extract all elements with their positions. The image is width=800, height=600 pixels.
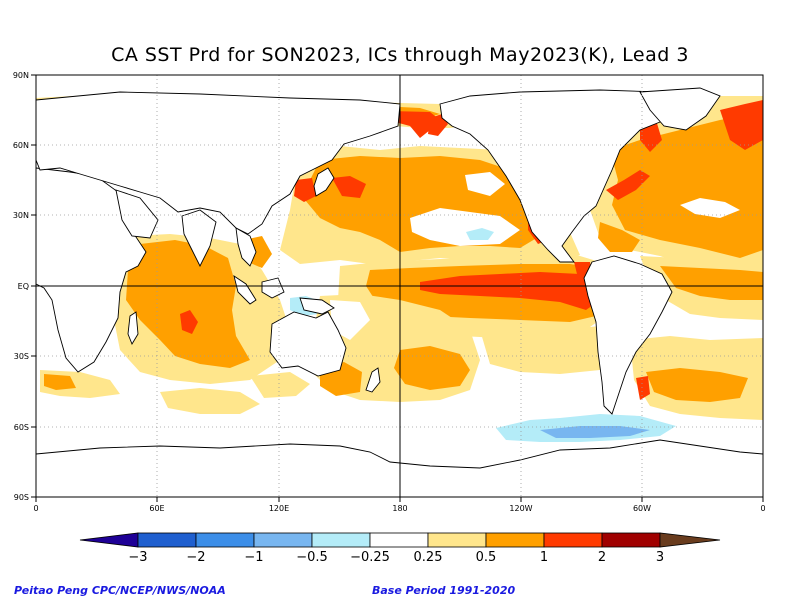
lat-tick-label: 90S <box>14 493 29 502</box>
legend-label: 3 <box>656 550 664 565</box>
indian-ocean-red <box>180 310 198 334</box>
new-guinea-outline <box>299 297 335 315</box>
legend-label: −2 <box>186 550 205 565</box>
map-title: CA SST Prd for SON2023, ICs through May2… <box>111 44 689 66</box>
caribbean-orange <box>598 222 640 252</box>
lon-tick-label: 180 <box>392 504 407 513</box>
credit-author: Peitao Peng CPC/NCEP/NWS/NOAA <box>14 584 226 597</box>
japan-outline <box>313 167 335 197</box>
australia-outline <box>269 311 347 377</box>
north-atlantic-white-patch <box>680 198 740 218</box>
argentine-red-patch <box>636 376 650 400</box>
lon-tick-label: 120E <box>269 504 289 513</box>
legend-label: 0.5 <box>476 550 497 565</box>
legend-label: 0.25 <box>414 550 443 565</box>
nordic-red-patch <box>720 100 763 150</box>
greenland-outline <box>639 87 721 131</box>
sw-pacific-white-patch <box>330 300 370 340</box>
credit-base-period: Base Period 1991-2020 <box>372 584 516 597</box>
sst-anomaly-field <box>36 87 763 497</box>
enso-tongue-red <box>420 272 600 310</box>
india-outline <box>181 209 217 268</box>
lon-tick-label: 0 <box>760 504 765 513</box>
central-pacific-cool-patch <box>466 228 494 240</box>
legend-swatch <box>311 532 371 548</box>
lon-tick-label: 60E <box>149 504 164 513</box>
legend-swatch <box>369 532 429 548</box>
legend-label: −1 <box>244 550 263 565</box>
bering-warm-patch <box>428 114 448 136</box>
borneo-outline <box>261 277 285 299</box>
tropical-atlantic-orange <box>660 266 763 300</box>
southern-ocean-orange-west <box>44 374 76 390</box>
kuroshio-red-patch-2 <box>294 178 316 202</box>
lat-tick-label: 30S <box>14 352 29 361</box>
lon-tick-label: 60W <box>633 504 651 513</box>
south-atlantic-orange <box>646 368 748 402</box>
legend-swatch-above-3 <box>659 532 721 548</box>
gulf-stream-red-patch <box>606 170 650 200</box>
sumatra-outline <box>233 274 257 305</box>
south-pacific-east-yellow <box>480 326 610 374</box>
legend-swatch <box>601 532 661 548</box>
se-asia-outline <box>235 227 257 267</box>
new-zealand-outline <box>365 367 381 393</box>
lat-tick-label: 90N <box>13 71 29 80</box>
legend-swatch <box>195 532 255 548</box>
north-pacific-white-patch-2 <box>465 172 505 196</box>
legend-swatch <box>543 532 603 548</box>
south-america-outline <box>583 255 673 415</box>
legend-label: −0.25 <box>350 550 390 565</box>
lat-tick-label: 30N <box>13 211 29 220</box>
arabia-outline <box>115 189 159 239</box>
southern-ocean-yellow-2 <box>250 372 310 398</box>
lat-tick-label: 60S <box>14 423 29 432</box>
lon-tick-label: 120W <box>509 504 532 513</box>
north-pacific-white-patch <box>410 208 520 246</box>
legend-swatch-below-neg3 <box>79 532 139 548</box>
legend-label: 2 <box>598 550 606 565</box>
legend-label: 1 <box>540 550 548 565</box>
lat-tick-label: 60N <box>13 141 29 150</box>
axis-ticks <box>31 74 764 502</box>
sw-pacific-orange <box>394 346 470 390</box>
legend-swatch <box>427 532 487 548</box>
kuroshio-red-patch <box>332 176 366 198</box>
eurasia-outline <box>36 91 401 235</box>
legend-swatch <box>485 532 545 548</box>
southern-ocean-yellow-mid <box>160 388 260 414</box>
southern-ocean-cool-mid <box>540 426 650 438</box>
madagascar-outline <box>127 311 139 346</box>
bay-of-bengal-orange <box>200 256 232 282</box>
legend-swatch <box>253 532 313 548</box>
lon-tick-label: 0 <box>33 504 38 513</box>
legend-label: −0.5 <box>296 550 328 565</box>
color-legend <box>79 532 721 548</box>
lat-tick-label: EQ <box>18 282 29 291</box>
legend-swatch <box>137 532 197 548</box>
legend-label: −3 <box>128 550 147 565</box>
